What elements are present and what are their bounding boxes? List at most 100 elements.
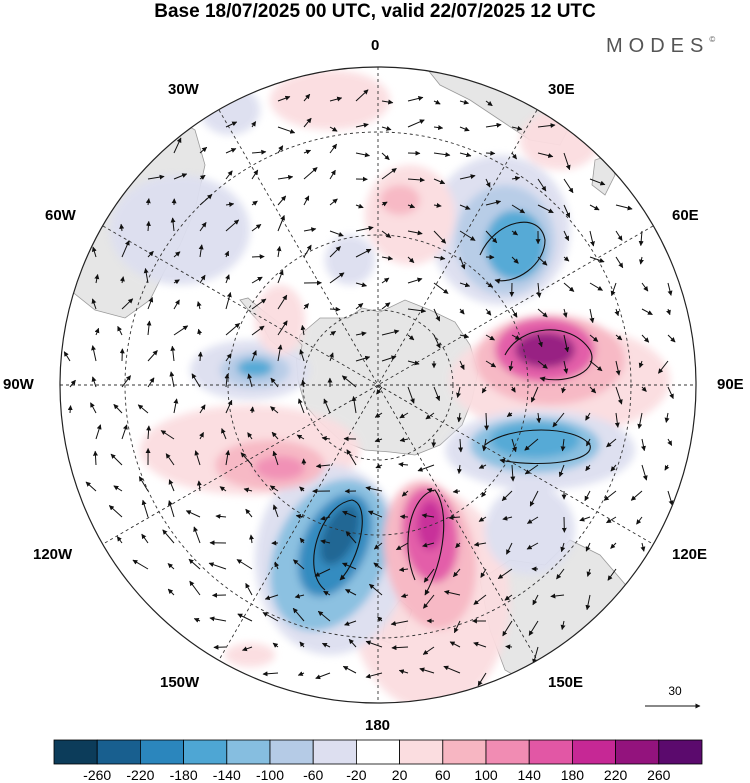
wind-vector: [277, 195, 287, 206]
wind-vector: [355, 355, 371, 362]
wind-vector: [342, 665, 357, 674]
wind-vector: [459, 256, 466, 270]
wind-vector: [303, 244, 312, 258]
wind-vector: [245, 582, 253, 596]
wind-vector: [459, 230, 476, 241]
wind-vector: [485, 178, 491, 188]
wind-vector: [225, 323, 240, 336]
wind-vector: [425, 412, 435, 420]
wind-vector: [196, 480, 202, 492]
wind-vector: [303, 149, 312, 155]
wind-vector: [641, 438, 646, 452]
wind-vector: [225, 202, 235, 207]
wind-vector: [264, 594, 279, 601]
wind-vector: [407, 119, 425, 128]
wind-vector: [345, 589, 357, 596]
colorbar-tick-label: 140: [517, 767, 541, 783]
colorbar-tick-label: -180: [169, 767, 198, 783]
wind-vector: [132, 559, 149, 570]
wind-vector: [348, 638, 357, 648]
wind-vector: [579, 516, 591, 522]
wind-vector: [91, 376, 97, 388]
wind-vector: [506, 542, 513, 555]
wind-vector: [199, 194, 213, 206]
wind-vector: [485, 150, 496, 156]
wind-vector: [236, 559, 253, 570]
wind-vector: [329, 272, 345, 284]
wind-vector: [589, 204, 600, 211]
wind-vector: [251, 276, 263, 284]
wind-vector: [458, 438, 464, 453]
wind-vector: [272, 504, 279, 518]
wind-vector: [666, 308, 671, 316]
wind-vector: [225, 148, 237, 154]
colorbar-swatch: [140, 739, 185, 765]
wind-vector: [453, 568, 461, 578]
wind-vector: [537, 178, 547, 192]
wind-vector: [369, 583, 383, 596]
wind-vector: [138, 476, 149, 492]
wind-vector: [381, 230, 392, 239]
wind-vector: [199, 146, 208, 154]
wind-vector: [407, 386, 415, 404]
wind-vector: [193, 526, 201, 544]
wind-vector: [188, 558, 201, 570]
wind-vector: [423, 568, 435, 583]
wind-vector: [277, 95, 291, 102]
wind-vector: [121, 375, 131, 388]
wind-vector: [91, 345, 97, 362]
wind-vector: [589, 256, 605, 263]
colorbar-tick-label: -260: [83, 767, 112, 783]
wind-vector: [562, 308, 568, 318]
wind-vector: [173, 299, 180, 310]
colorbar-swatch: [269, 739, 314, 765]
wind-vector: [167, 563, 175, 570]
wind-vector: [473, 541, 487, 547]
wind-vector: [431, 438, 437, 448]
wind-vector: [407, 308, 427, 314]
colorbar: [53, 739, 703, 765]
colorbar-swatch: [528, 739, 573, 765]
wind-vector: [532, 594, 539, 606]
wind-vector: [667, 438, 673, 446]
wind-vector: [589, 308, 595, 324]
wind-vector: [455, 542, 461, 549]
wind-vector: [664, 464, 670, 471]
wind-vector: [314, 568, 331, 577]
wind-vector: [511, 230, 519, 236]
wind-vector: [484, 412, 490, 431]
wind-vector: [478, 516, 487, 522]
wind-vector: [225, 399, 233, 414]
wind-vector: [637, 412, 643, 429]
colorbar-swatch: [658, 739, 703, 765]
colorbar-tick-label: -60: [303, 767, 324, 783]
wind-vector: [365, 672, 383, 679]
wind-vector: [147, 297, 154, 310]
colorbar-tick-label: -100: [255, 767, 285, 783]
wind-vector: [194, 450, 201, 466]
wind-vector: [365, 640, 383, 648]
wind-vector: [320, 539, 331, 545]
wind-vector: [95, 424, 102, 440]
wind-vector: [365, 486, 383, 492]
wind-vector: [433, 178, 446, 185]
wind-vector: [167, 500, 175, 518]
lon-label-150w: 150W: [160, 674, 200, 691]
wind-vector: [224, 373, 230, 388]
wind-vector: [320, 515, 331, 521]
wind-vector: [556, 568, 565, 580]
wind-vector: [355, 122, 369, 128]
wind-vector: [345, 531, 357, 544]
wind-vector: [615, 386, 623, 405]
wind-vector: [478, 464, 487, 469]
wind-vector: [473, 594, 487, 605]
wind-vector: [407, 230, 423, 236]
wind-vector: [249, 534, 254, 544]
wind-vector: [667, 334, 676, 343]
wind-vector: [528, 620, 539, 636]
wind-vector: [168, 479, 175, 492]
wind-vector: [355, 248, 372, 258]
wind-vector: [433, 282, 449, 294]
colorbar-tick-label: -20: [346, 767, 367, 783]
wind-vector: [398, 462, 409, 468]
